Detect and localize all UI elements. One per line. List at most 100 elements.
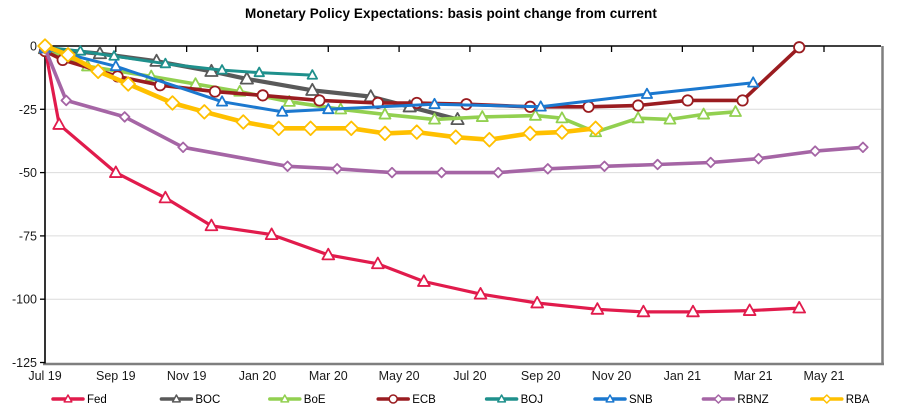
data-point-rba (90, 63, 106, 80)
y-tick-label: 0 (30, 40, 37, 54)
data-point-ecb (736, 94, 749, 107)
data-point-fed (590, 302, 605, 315)
x-tick-label: Mar 20 (309, 369, 348, 383)
x-axis-labels: Jul 19 Sep 19 Nov 19 Jan 20 Mar 20 May 20 Jul … (28, 46, 845, 383)
data-point-fed (473, 287, 488, 300)
data-point-rbnz (435, 166, 448, 179)
x-tick-label: May 21 (804, 369, 845, 383)
data-point-boc (239, 71, 254, 85)
data-point-rbnz (809, 145, 821, 157)
data-point-ecb (313, 94, 326, 107)
data-point-fed (52, 117, 66, 130)
x-tick-label: May 20 (379, 369, 420, 383)
x-tick-label: Jan 20 (239, 369, 277, 383)
data-point-fed (371, 256, 385, 270)
data-point-boe (555, 111, 569, 124)
data-point-fed (792, 300, 807, 314)
legend-item-fed: Fed (51, 394, 107, 406)
data-point-rbnz (118, 111, 131, 123)
data-point-rba (377, 125, 393, 142)
data-point-ecb (632, 99, 645, 112)
data-point-boj (74, 45, 87, 56)
data-point-rbnz (60, 94, 72, 107)
data-point-boe (631, 111, 645, 124)
x-tick-label: Sep 19 (96, 369, 136, 383)
data-point-rba (37, 38, 53, 54)
data-point-boe (529, 108, 542, 121)
data-point-rbnz (331, 163, 343, 175)
x-tick-label: Mar 21 (734, 369, 773, 383)
legend-marker-boj (497, 394, 507, 403)
data-point-snb (640, 87, 653, 99)
data-point-rba (522, 125, 538, 142)
legend-marker-rba (822, 394, 832, 404)
data-point-rbnz (281, 160, 294, 172)
data-point-rba (409, 124, 425, 140)
data-point-rba (587, 120, 604, 136)
data-point-fed (417, 274, 431, 287)
x-tick-label: Jul 20 (453, 369, 486, 383)
data-point-snb (276, 105, 289, 117)
data-point-snb (534, 100, 547, 112)
data-point-fed (636, 304, 651, 318)
legend-item-boe: BoE (268, 394, 326, 406)
legend-label: RBNZ (737, 394, 768, 406)
data-point-rbnz (386, 166, 398, 179)
x-tick-label: Jan 21 (664, 369, 702, 383)
legend-label: ECB (412, 394, 436, 406)
series-line-fed (43, 46, 801, 314)
data-point-rba (164, 95, 181, 111)
data-point-snb (747, 76, 760, 88)
legend-item-boj: BOJ (484, 394, 543, 406)
y-tick-label: -125 (12, 356, 37, 370)
legend-marker-boe (280, 394, 290, 403)
data-point-rbnz (598, 160, 611, 172)
data-point-fed (530, 295, 544, 309)
legend-item-ecb: ECB (376, 394, 436, 406)
legend-label: BoE (304, 394, 326, 406)
data-point-boe (282, 95, 296, 107)
data-point-boj (306, 69, 318, 80)
legend-label: BOJ (521, 394, 543, 406)
axes (43, 45, 884, 366)
data-point-ecb (793, 41, 806, 54)
data-point-rba (60, 47, 76, 63)
legend-label: SNB (629, 394, 653, 406)
data-point-fed (109, 165, 123, 178)
legend-label: BOC (195, 394, 220, 406)
data-point-snb (428, 97, 441, 110)
y-tick-label: -25 (19, 103, 37, 117)
data-point-rba (343, 120, 359, 136)
data-point-boj (159, 57, 172, 69)
legend-marker-fed (63, 394, 73, 403)
legend-marker-snb (605, 394, 615, 403)
data-point-rbnz (704, 156, 717, 169)
data-point-snb (322, 103, 335, 115)
data-point-rbnz (857, 141, 869, 153)
data-point-rbnz (651, 158, 664, 171)
data-point-ecb (582, 100, 595, 113)
data-point-rbnz (752, 152, 765, 165)
data-point-rba (235, 114, 251, 130)
legend-item-boc: BOC (159, 394, 220, 406)
data-point-boj (216, 64, 228, 75)
data-point-fed (321, 247, 336, 261)
data-point-fed (264, 227, 279, 240)
series-rbnz (39, 42, 869, 179)
data-point-rbnz (177, 141, 189, 153)
data-point-rbnz (492, 166, 504, 179)
data-point-ecb (681, 94, 694, 107)
data-point-fed (158, 190, 173, 204)
y-tick-label: -75 (19, 229, 37, 243)
data-point-rba (554, 124, 570, 140)
series-line-ecb (43, 45, 801, 109)
x-tick-label: Nov 19 (167, 369, 207, 383)
data-point-snb (216, 95, 229, 107)
y-tick-label: -50 (19, 166, 37, 180)
series-line-rbnz (43, 46, 865, 175)
legend: Fed BOC BoE ECB BOJ SNB RBNZ RBA (51, 394, 870, 406)
data-point-rba (271, 120, 287, 136)
data-point-rbnz (542, 163, 554, 175)
chart-title: Monetary Policy Expectations: basis poin… (245, 6, 657, 21)
legend-marker-boc (171, 394, 181, 403)
